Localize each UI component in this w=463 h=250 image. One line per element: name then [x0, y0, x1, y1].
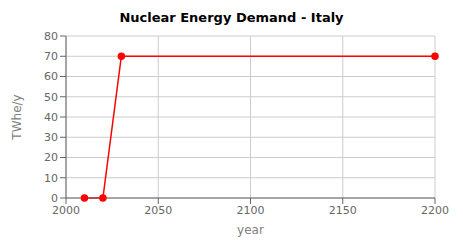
svg-text:80: 80 [44, 30, 58, 43]
svg-text:2050: 2050 [144, 204, 172, 217]
html-text:Nuclear Energy Demand - Italy: Nuclear Energy Demand - Italy [119, 10, 344, 25]
svg-text:2100: 2100 [237, 204, 265, 217]
svg-text:10: 10 [44, 172, 58, 185]
svg-text:2200: 2200 [421, 204, 449, 217]
svg-text:year: year [237, 223, 264, 237]
svg-text:2150: 2150 [329, 204, 357, 217]
svg-text:40: 40 [44, 111, 58, 124]
svg-text:20: 20 [44, 151, 58, 164]
svg-text:60: 60 [44, 70, 58, 83]
svg-text:70: 70 [44, 50, 58, 63]
svg-text:0: 0 [51, 192, 58, 205]
svg-text:30: 30 [44, 131, 58, 144]
svg-text:TWhe/y: TWhe/y [10, 94, 24, 140]
svg-text:50: 50 [44, 91, 58, 104]
svg-text:2000: 2000 [52, 204, 80, 217]
